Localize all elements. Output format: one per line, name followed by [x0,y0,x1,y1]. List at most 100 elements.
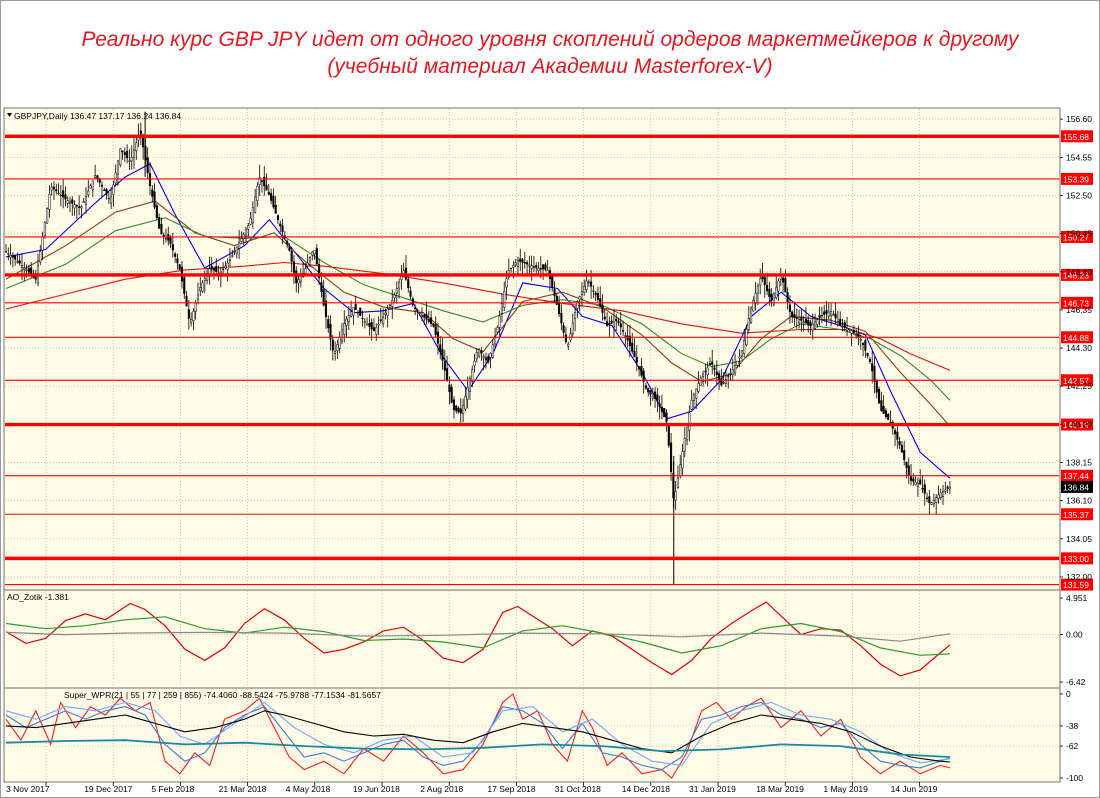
candle-body [256,185,259,201]
wpr-pane [3,687,1061,783]
price-pane [3,107,1061,591]
candle-body [292,261,296,273]
candle-body [900,444,903,453]
candle-body [489,353,492,358]
collapse-triangle-icon[interactable] [7,113,12,117]
candle-body [667,425,670,446]
y-tick-label: 132.00 [1066,572,1092,582]
candle-body [585,280,588,291]
candle-body [130,156,133,162]
candle-body [578,296,581,301]
candle-body [379,319,382,321]
candle-body [503,290,506,308]
candle-body [66,200,69,204]
page-subtitle: (учебный материал Академии Masterforex-V… [327,55,773,78]
candle-body [224,265,227,269]
level-tag [1061,508,1093,521]
candle-body [263,176,266,187]
candle-body [740,350,743,357]
candle-body [336,344,339,352]
candle-body [798,319,801,324]
candle-body [306,262,309,267]
candle-body [7,253,10,255]
candle-body [73,204,76,209]
candle-body [382,316,385,324]
candle-body [430,317,433,324]
candle-body [526,262,529,265]
candle-body [807,319,810,325]
wpr-line-lightblue [5,701,951,766]
wpr-line-black [5,710,951,763]
candle-body [898,440,901,446]
candle-body [240,238,243,242]
candle-body [414,307,417,310]
candle-body [100,184,104,187]
candle-body [654,391,657,399]
candle-body [464,395,467,410]
candle-body [265,185,268,191]
candle-body [686,425,689,441]
y-tick-label: 152.50 [1066,190,1092,200]
candle-body [617,320,620,324]
candle-body [258,177,261,185]
candle-body [555,295,558,305]
candle-body [674,491,677,501]
candle-body [194,302,197,312]
candle-body [539,268,542,270]
candle-body [288,247,291,251]
candle-body [251,207,254,224]
candle-body [244,229,248,237]
candle-body [944,489,947,492]
candle-body [64,194,67,200]
candle-body [516,260,519,267]
candle-body [457,407,460,413]
candle-body [603,316,606,320]
candle-body [558,301,561,314]
candle-body [174,253,177,257]
candle-body [535,265,538,268]
candle-body [84,195,88,205]
candle-body [62,190,65,198]
candle-body [295,270,298,284]
candle-body [160,223,163,235]
candle-body [544,264,547,270]
level-tag-label: 148.23 [1063,270,1089,280]
candle-body [624,335,627,337]
candle-body [811,323,814,331]
candle-body [334,351,337,354]
candle-body [612,321,615,328]
candle-body [784,277,787,293]
candle-body [398,281,401,289]
candle-body [94,175,97,178]
candle-body [146,157,149,174]
candle-body [830,311,833,316]
candle-body [82,201,85,204]
candle-body [608,323,611,325]
candle-body [656,394,659,402]
candle-body [222,268,225,271]
level-tag-label: 142.57 [1063,376,1089,386]
candle-body [183,277,186,294]
candle-body [4,251,8,253]
candle-body [423,314,426,318]
candle-body [925,497,929,500]
level-tag-label: 155.68 [1063,132,1089,142]
candle-body [187,309,190,319]
candle-body [107,197,110,200]
candle-body [135,142,138,151]
candle-body [866,353,869,357]
candle-body [512,265,515,268]
candle-body [848,328,851,331]
x-tick-label: 14 Dec 2018 [622,784,670,794]
candle-body [57,192,60,195]
y-tick-label: 148.40 [1066,267,1092,277]
x-tick-label: 1 May 2019 [823,784,868,794]
candle-body [75,205,78,207]
candle-body [542,264,545,270]
candle-body [594,292,597,296]
level-tag-label: 153.39 [1063,174,1089,184]
candle-body [139,130,142,135]
candle-body [519,258,522,262]
candle-body [571,322,574,335]
candle-body [820,314,823,317]
